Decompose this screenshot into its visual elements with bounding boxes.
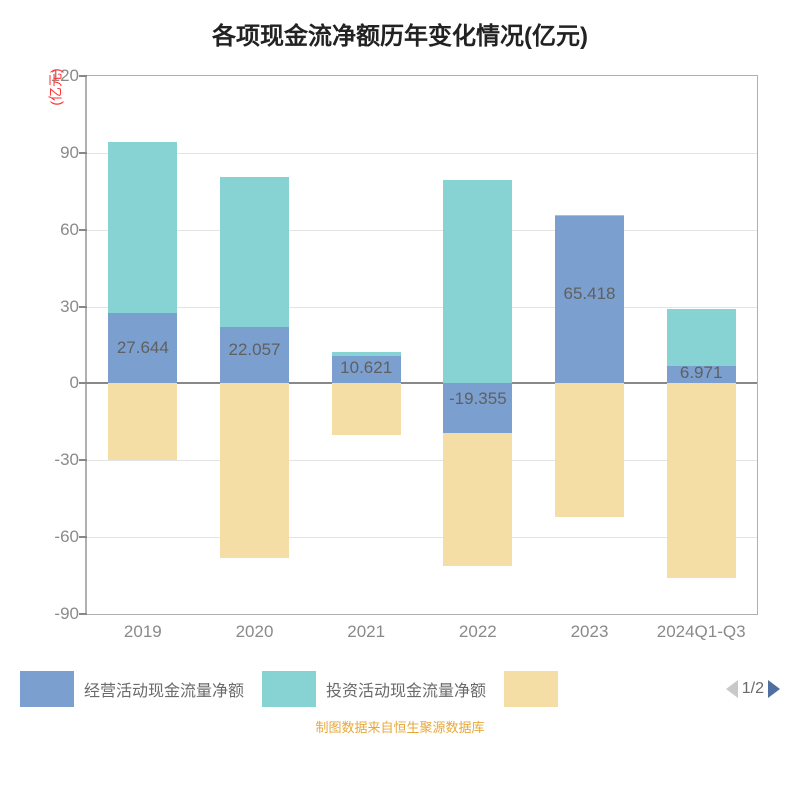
pager-next-icon[interactable] [768, 680, 780, 698]
grid-line [87, 230, 757, 231]
y-tick-label: 0 [70, 373, 79, 393]
chart-container: -90-60-300306090120201920202021202220232… [35, 59, 765, 659]
y-tick-mark [79, 536, 87, 538]
y-tick-mark [79, 382, 87, 384]
y-tick-mark [79, 459, 87, 461]
y-tick-label: -60 [54, 527, 79, 547]
y-axis-title: (亿元) [46, 68, 66, 105]
bar-investing [332, 352, 401, 356]
chart-title: 各项现金流净额历年变化情况(亿元) [212, 16, 588, 51]
grid-line [87, 460, 757, 461]
y-tick-label: 90 [60, 143, 79, 163]
legend: 经营活动现金流量净额 投资活动现金流量净额 1/2 [20, 671, 780, 707]
legend-pager: 1/2 [726, 680, 780, 698]
y-tick-mark [79, 75, 87, 77]
legend-swatch-financing [504, 671, 558, 707]
legend-label-investing: 投资活动现金流量净额 [326, 677, 486, 701]
bar-investing [555, 215, 624, 216]
grid-line [87, 153, 757, 154]
bar-financing [443, 433, 512, 566]
x-category-label: 2019 [124, 622, 162, 642]
grid-line [87, 307, 757, 308]
bar-financing [555, 383, 624, 516]
legend-label-operating: 经营活动现金流量净额 [84, 677, 244, 701]
y-tick-mark [79, 613, 87, 615]
y-tick-label: -90 [54, 604, 79, 624]
x-category-label: 2020 [236, 622, 274, 642]
bar-investing [667, 309, 736, 365]
bar-value-label: 22.057 [229, 340, 281, 360]
bar-value-label: 6.971 [680, 363, 723, 383]
plot-area: -90-60-300306090120201920202021202220232… [85, 75, 758, 615]
bar-financing [108, 383, 177, 460]
bar-value-label: 27.644 [117, 338, 169, 358]
bar-investing [108, 142, 177, 312]
bar-investing [220, 177, 289, 327]
bar-financing [332, 383, 401, 434]
bar-value-label: 10.621 [340, 358, 392, 378]
bar-value-label: 65.418 [564, 284, 616, 304]
bar-investing [443, 180, 512, 384]
zero-axis-line [87, 382, 757, 384]
legend-swatch-operating [20, 671, 74, 707]
x-category-label: 2022 [459, 622, 497, 642]
y-tick-label: 60 [60, 220, 79, 240]
bar-financing [667, 383, 736, 578]
y-tick-label: 30 [60, 297, 79, 317]
y-tick-mark [79, 229, 87, 231]
grid-line [87, 537, 757, 538]
source-caption: 制图数据来自恒生聚源数据库 [315, 717, 484, 736]
pager-page-text: 1/2 [742, 680, 764, 698]
bar-value-label: -19.355 [449, 389, 507, 409]
y-tick-label: -30 [54, 450, 79, 470]
legend-swatch-investing [262, 671, 316, 707]
y-tick-mark [79, 306, 87, 308]
pager-prev-icon[interactable] [726, 680, 738, 698]
x-category-label: 2021 [347, 622, 385, 642]
bar-financing [220, 383, 289, 557]
x-category-label: 2023 [571, 622, 609, 642]
y-tick-mark [79, 152, 87, 154]
x-category-label: 2024Q1-Q3 [657, 622, 746, 642]
